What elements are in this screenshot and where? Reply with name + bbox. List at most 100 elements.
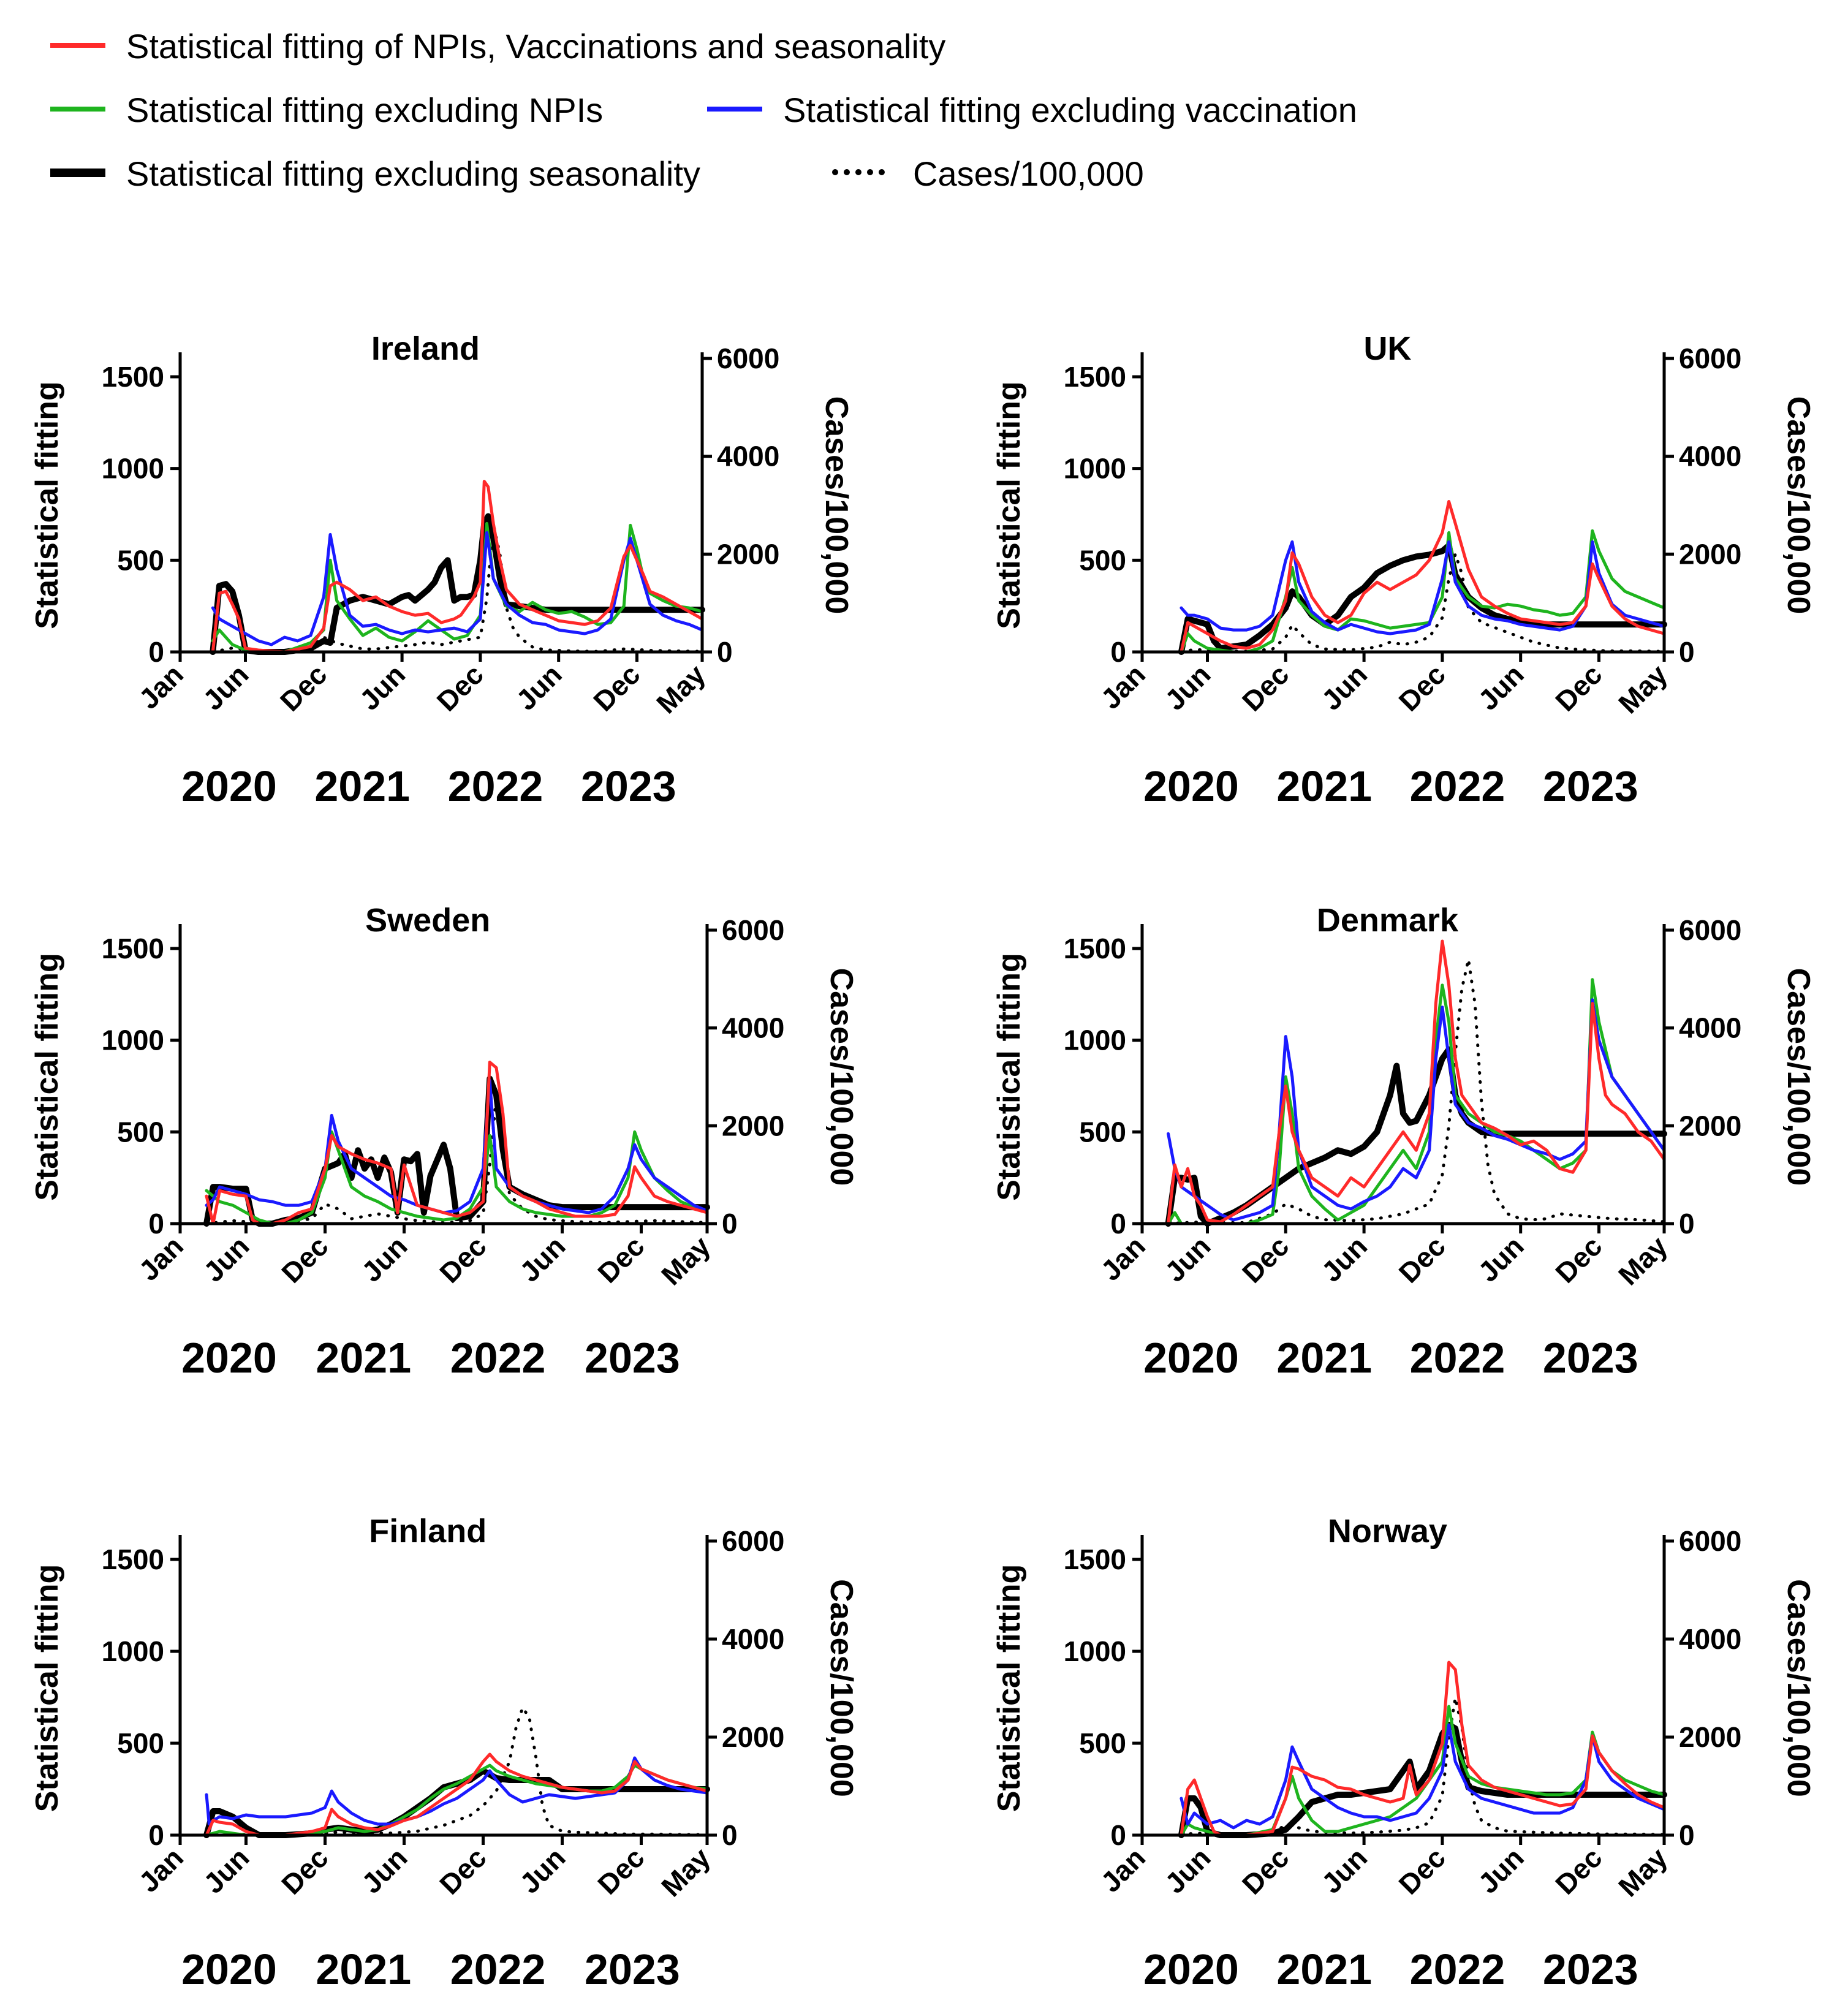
x-tick-label-uk: Jun: [1159, 658, 1217, 716]
year-label-ireland: 2021: [314, 762, 410, 810]
y-tick-label-denmark: 1000: [1064, 1024, 1126, 1056]
y-axis-label-finland: Statistical fitting: [29, 1564, 65, 1812]
series-line-denmark-full: [1167, 939, 1666, 1225]
y2-tick-label-uk: 6000: [1679, 343, 1741, 374]
y-tick-label-finland: 500: [117, 1727, 164, 1759]
y2-tick-label-norway: 4000: [1679, 1623, 1741, 1655]
chart-title-uk: UK: [1363, 330, 1411, 367]
year-label-sweden: 2021: [316, 1334, 411, 1382]
y-tick-label-uk: 0: [1110, 636, 1126, 668]
x-tick-label-sweden: Jun: [197, 1230, 256, 1288]
y-tick-label-sweden: 1500: [102, 933, 164, 964]
y2-tick-label-finland: 4000: [722, 1623, 784, 1655]
year-label-norway: 2023: [1543, 1945, 1638, 1993]
y2-tick-label-ireland: 2000: [717, 538, 779, 570]
chart-title-norway: Norway: [1328, 1513, 1447, 1550]
y2-tick-label-sweden: 0: [722, 1208, 738, 1240]
y-tick-label-uk: 1000: [1064, 453, 1126, 485]
x-tick-label-sweden: May: [655, 1230, 716, 1291]
y2-axis-label-ireland: Cases/100,000: [819, 396, 854, 615]
series-line-denmark-no-vaccination: [1167, 998, 1666, 1222]
year-label-ireland: 2020: [181, 762, 277, 810]
legend: Statistical fitting of NPIs, Vaccination…: [0, 0, 1848, 233]
x-tick-label-denmark: Jun: [1159, 1230, 1217, 1288]
y2-tick-label-uk: 0: [1679, 636, 1695, 668]
y2-axis-label-norway: Cases/100,000: [1781, 1579, 1816, 1797]
year-label-sweden: 2020: [181, 1334, 277, 1382]
y-tick-label-uk: 1500: [1064, 361, 1126, 393]
x-tick-label-norway: Dec: [1236, 1841, 1295, 1900]
y2-axis-label-finland: Cases/100,000: [824, 1579, 859, 1797]
y2-tick-label-sweden: 2000: [722, 1110, 784, 1142]
y-tick-label-uk: 500: [1079, 544, 1126, 576]
legend-item-excl-npis: Statistical fitting excluding NPIs: [50, 88, 603, 131]
legend-item-cases: Cases/100,000: [825, 152, 1144, 195]
x-tick-label-finland: Jun: [355, 1841, 414, 1899]
chart-title-ireland: Ireland: [371, 330, 480, 367]
legend-item-full-model: Statistical fitting of NPIs, Vaccination…: [50, 25, 945, 67]
y-tick-label-finland: 1000: [102, 1635, 164, 1667]
x-tick-label-norway: Jan: [1094, 1841, 1151, 1898]
year-label-finland: 2020: [181, 1945, 277, 1993]
x-tick-label-uk: Jan: [1094, 658, 1151, 715]
year-label-uk: 2022: [1410, 762, 1505, 810]
y2-tick-label-norway: 2000: [1679, 1721, 1741, 1753]
series-line-finland-full: [205, 1752, 709, 1837]
x-tick-label-ireland: Jun: [510, 658, 568, 716]
x-tick-label-uk: Jun: [1316, 658, 1374, 716]
y2-axis-label-sweden: Cases/100,000: [824, 968, 859, 1186]
y-tick-label-sweden: 0: [148, 1208, 164, 1240]
y-axis-label-norway: Statistical fitting: [991, 1564, 1027, 1812]
y2-tick-label-finland: 6000: [722, 1525, 784, 1557]
y2-tick-label-denmark: 4000: [1679, 1012, 1741, 1044]
x-tick-label-finland: Jun: [197, 1841, 256, 1899]
x-tick-label-finland: May: [655, 1841, 716, 1903]
legend-label-excl-vaccination: Statistical fitting excluding vaccinatio…: [783, 90, 1357, 129]
x-tick-label-ireland: Jun: [354, 658, 412, 716]
x-tick-label-denmark: Dec: [1236, 1230, 1295, 1289]
series-line-sweden-no-seasonality: [203, 1075, 710, 1227]
x-tick-label-denmark: Dec: [1393, 1230, 1452, 1289]
year-label-uk: 2020: [1143, 762, 1239, 810]
y-axis-label-denmark: Statistical fitting: [991, 953, 1027, 1200]
x-tick-label-sweden: Jun: [355, 1230, 414, 1288]
x-tick-label-uk: Jun: [1472, 658, 1530, 716]
year-label-ireland: 2022: [448, 762, 543, 810]
x-tick-label-sweden: Jun: [513, 1230, 572, 1288]
x-tick-label-denmark: Jan: [1094, 1230, 1151, 1287]
y-tick-label-ireland: 1500: [102, 361, 164, 393]
y2-tick-label-norway: 6000: [1679, 1525, 1741, 1557]
x-tick-label-ireland: Dec: [587, 658, 646, 717]
y2-tick-label-finland: 0: [722, 1819, 738, 1851]
legend-swatch-blue: [707, 88, 762, 131]
x-tick-label-ireland: Jan: [132, 658, 189, 715]
y-tick-label-denmark: 0: [1110, 1208, 1126, 1240]
x-tick-label-finland: Dec: [275, 1841, 334, 1900]
series-line-ireland-full: [211, 480, 704, 654]
legend-swatch-red: [50, 25, 105, 67]
x-tick-label-uk: Dec: [1236, 658, 1295, 717]
y-tick-label-denmark: 500: [1079, 1116, 1126, 1148]
legend-label-full-model: Statistical fitting of NPIs, Vaccination…: [126, 26, 946, 66]
y2-tick-label-sweden: 6000: [722, 914, 784, 946]
series-line-norway-full: [1180, 1661, 1666, 1837]
legend-label-excl-npis: Statistical fitting excluding NPIs: [126, 90, 604, 129]
chart-title-denmark: Denmark: [1317, 902, 1459, 939]
series-line-uk-full: [1180, 500, 1666, 654]
series-line-finland-cases: [205, 1706, 709, 1837]
chart-title-sweden: Sweden: [365, 902, 490, 939]
y2-axis-label-denmark: Cases/100,000: [1781, 968, 1816, 1186]
y-tick-label-sweden: 500: [117, 1116, 164, 1148]
year-label-ireland: 2023: [581, 762, 676, 810]
year-label-finland: 2022: [450, 1945, 546, 1993]
y2-tick-label-sweden: 4000: [722, 1012, 784, 1044]
y-tick-label-denmark: 1500: [1064, 933, 1126, 964]
x-tick-label-norway: May: [1612, 1841, 1673, 1903]
y-tick-label-finland: 0: [148, 1819, 164, 1851]
y-tick-label-sweden: 1000: [102, 1024, 164, 1056]
legend-label-excl-seasonality: Statistical fitting excluding seasonalit…: [126, 154, 700, 193]
